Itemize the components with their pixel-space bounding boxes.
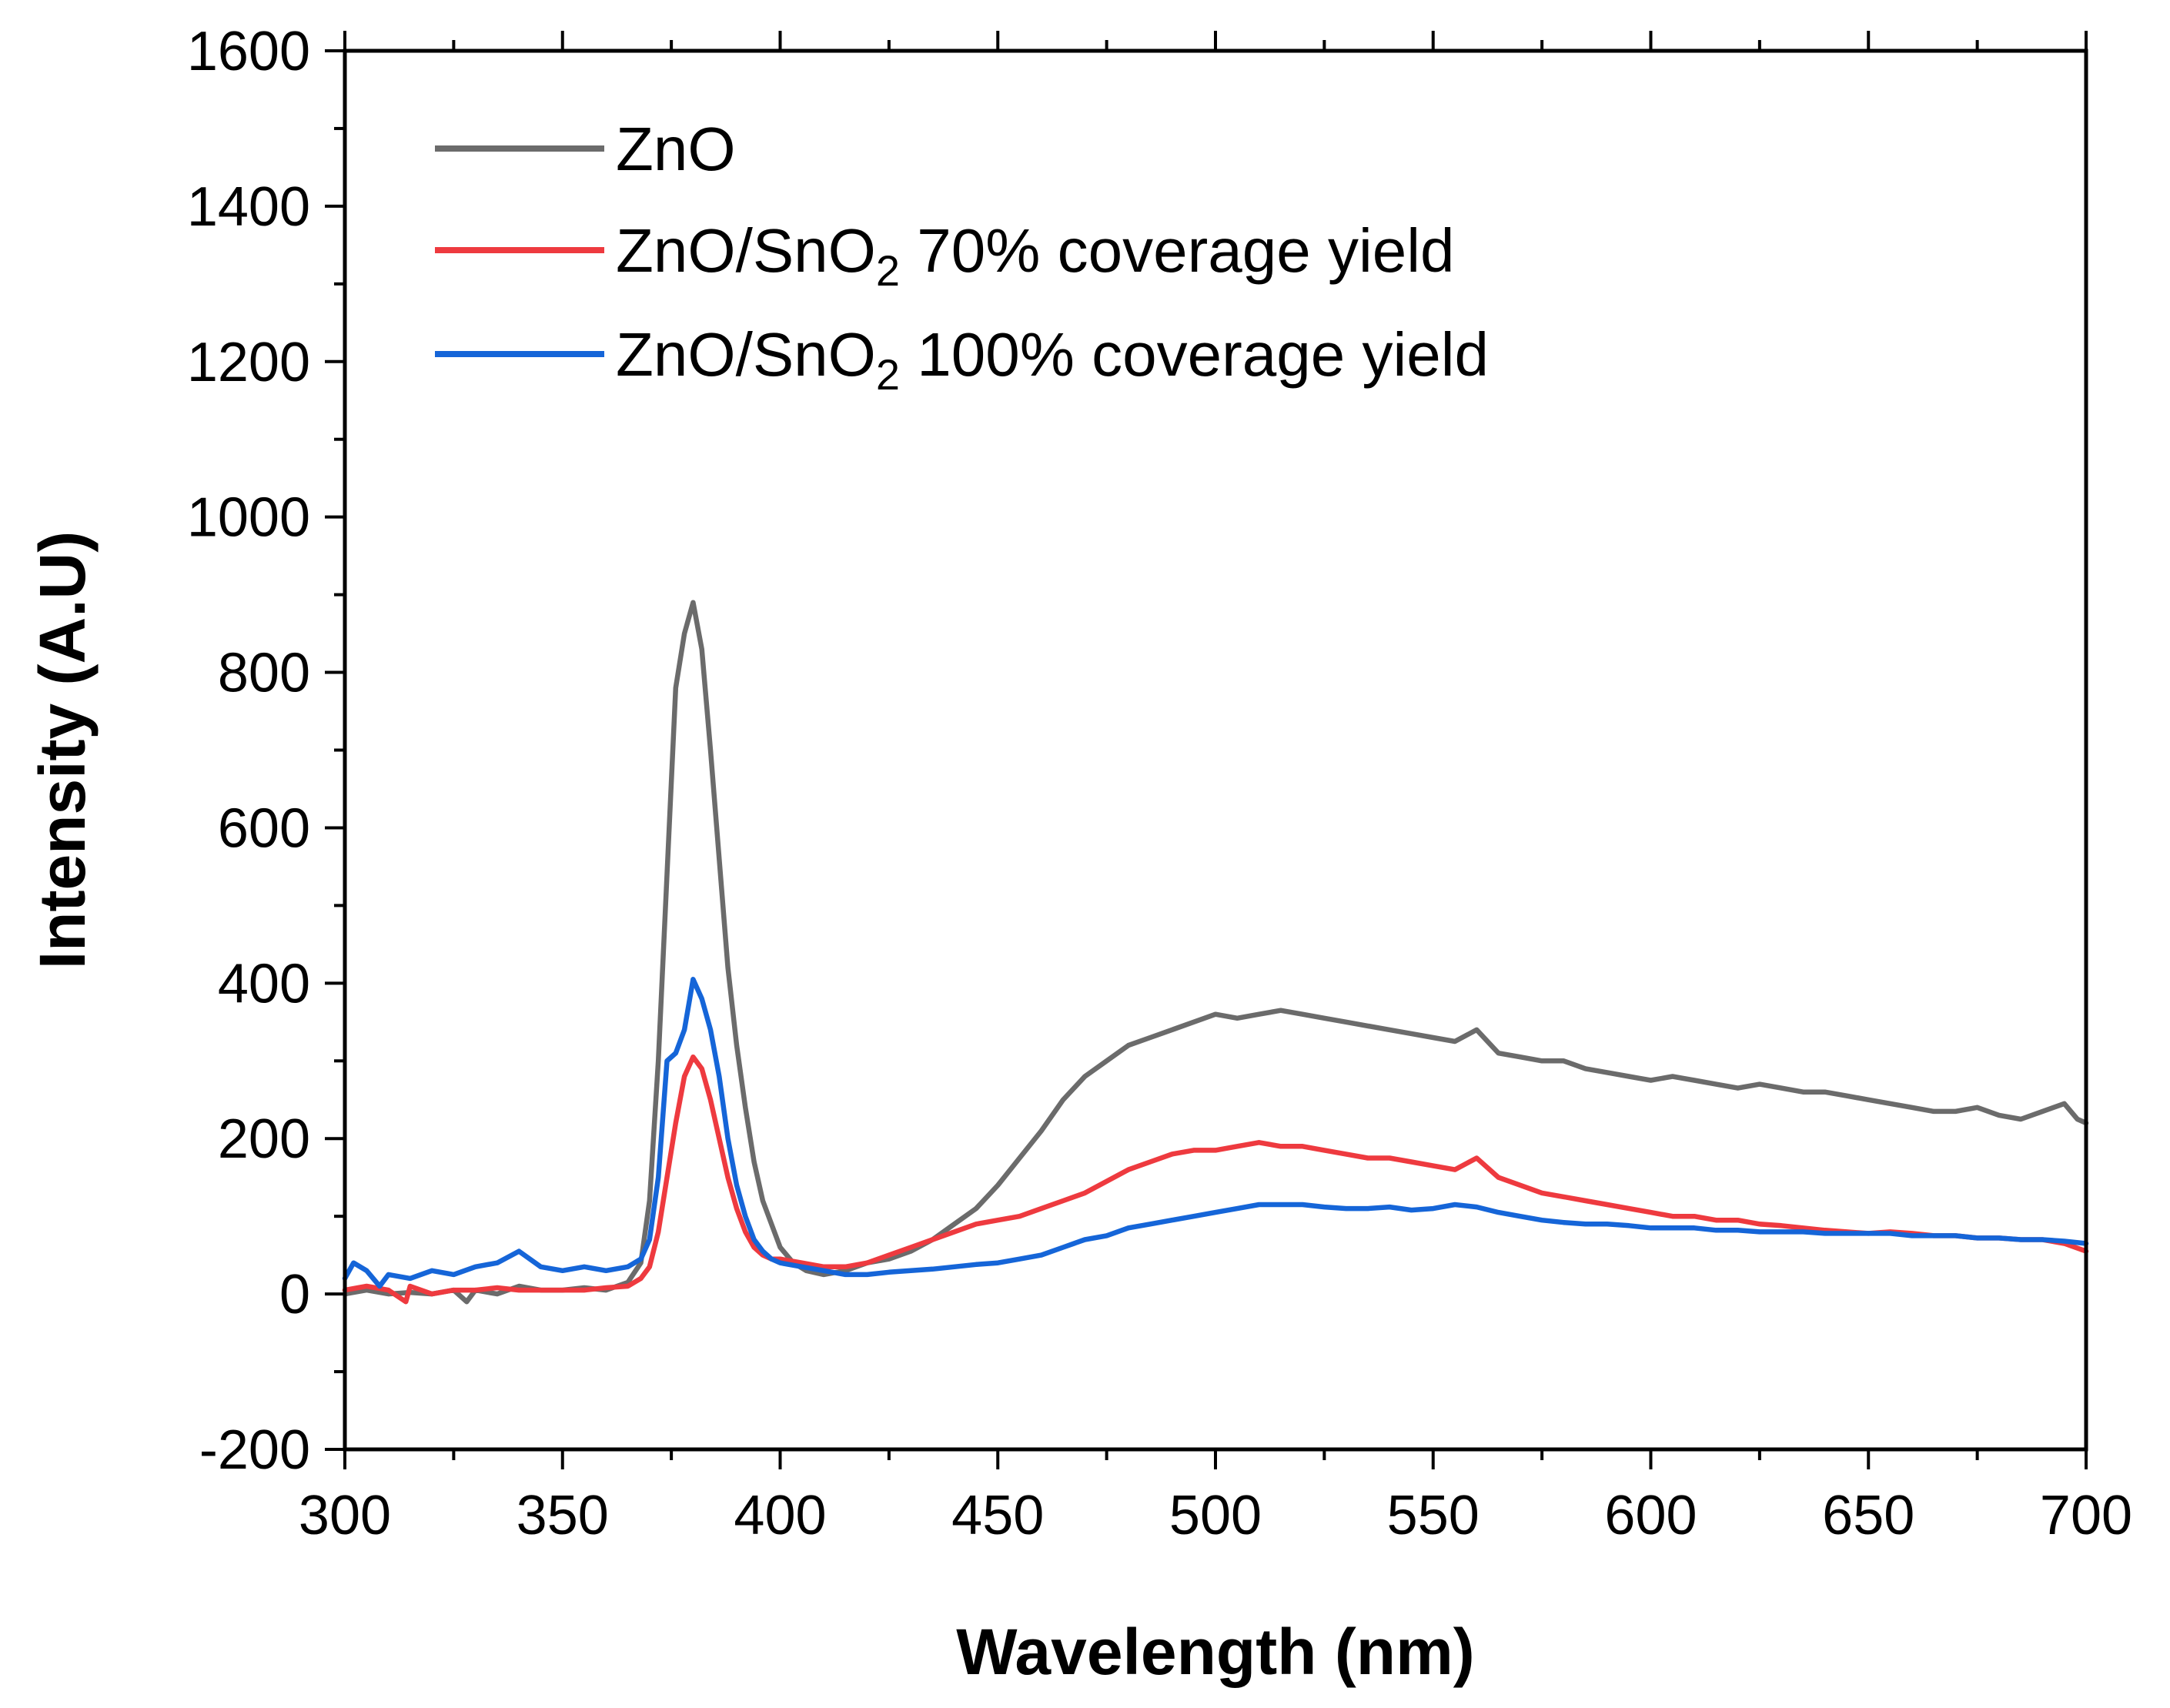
y-tick-label: 1400 [187,176,310,238]
x-tick-label: 500 [1169,1485,1262,1546]
x-tick-label: 400 [734,1485,826,1546]
y-tick-label: 0 [279,1264,310,1325]
y-tick-label: 200 [218,1108,310,1170]
y-axis-title: Intensity (A.U) [26,531,99,969]
x-tick-label: 300 [299,1485,391,1546]
series-layer [342,600,2089,1305]
series-line-3 [342,977,2089,1289]
x-tick-label: 550 [1387,1485,1480,1546]
legend-label-subscript: 2 [876,246,900,295]
y-tick-label: 1600 [187,21,310,82]
legend-label-rest: 70% coverage yield [900,216,1454,285]
x-tick-label: 600 [1604,1485,1697,1546]
x-tick-label: 450 [951,1485,1044,1546]
y-tick-label: 800 [218,643,310,704]
x-tick-label: 350 [517,1485,609,1546]
x-axis-title: Wavelength (nm) [956,1616,1475,1688]
legend-label-main: ZnO/SnO [616,320,876,389]
series-line-2 [342,1054,2089,1305]
legend-label-subscript: 2 [876,350,900,399]
y-tick-label: 400 [218,953,310,1014]
series-line-1 [342,600,2089,1305]
y-tick-label: 1200 [187,332,310,393]
y-tick-label: 1000 [187,487,310,549]
y-tick-label: 600 [218,797,310,859]
legend-label-main: ZnO [616,115,736,183]
axes-layer: 300 350 400 450 500 550 600 650 700 -200 0 200 400 60… [187,21,2132,1546]
x-tick-label: 650 [1822,1485,1914,1546]
legend-label-3: ZnO/SnO2 100% coverage yield [616,320,1489,399]
legend-label-rest: 100% coverage yield [900,320,1489,389]
x-tick-label: 700 [2040,1485,2132,1546]
legend-label-main: ZnO/SnO [616,216,876,285]
legend-label-1: ZnO [616,115,736,183]
y-tick-label: -200 [199,1419,310,1481]
legend-label-2: ZnO/SnO2 70% coverage yield [616,216,1454,295]
